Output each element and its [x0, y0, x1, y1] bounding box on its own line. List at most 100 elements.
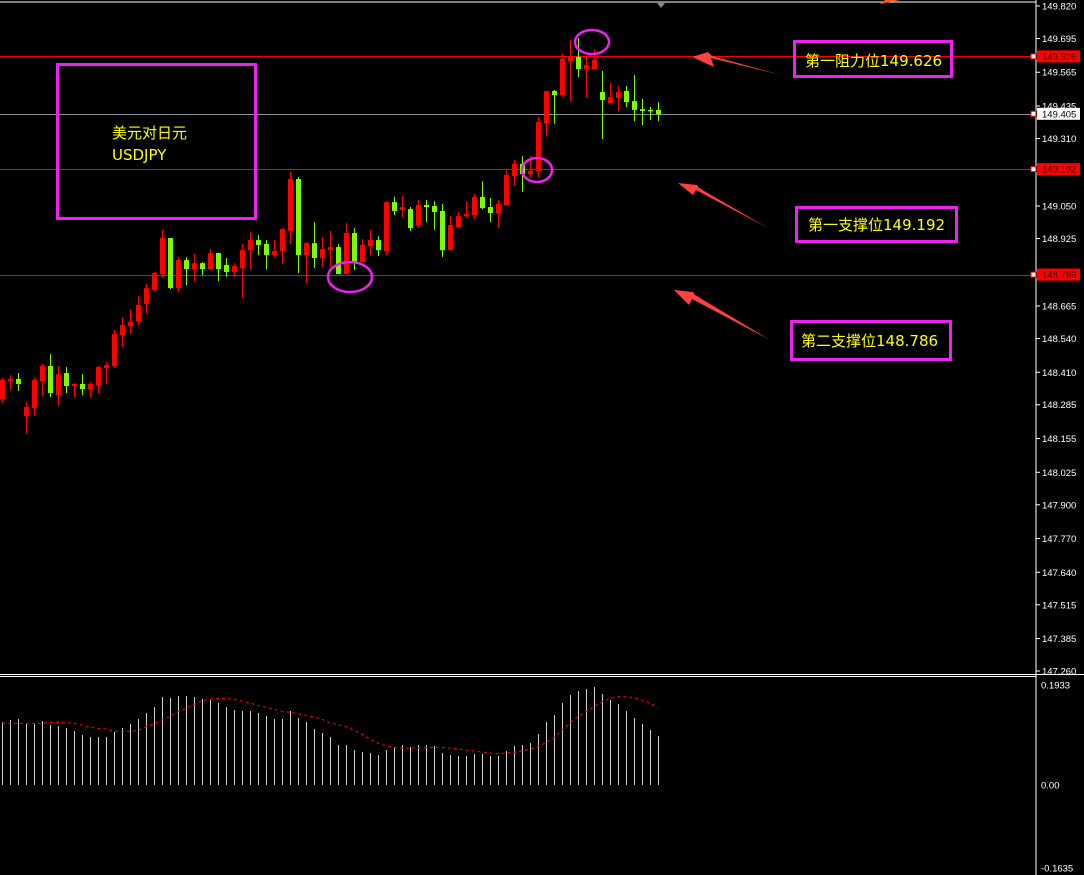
candle: [264, 240, 269, 270]
candle-body: [440, 210, 445, 251]
candle-body: [64, 373, 69, 387]
candle-body: [256, 240, 261, 245]
candle: [320, 236, 325, 268]
candle: [272, 240, 277, 257]
candle: [608, 83, 613, 104]
candle: [192, 254, 197, 283]
price-tick-label: 148.285: [1042, 400, 1076, 411]
arrow-resistance-1-icon: [692, 52, 781, 75]
candle: [104, 362, 109, 384]
candle-body: [280, 229, 285, 251]
highlight-high-ellipse: [573, 28, 611, 56]
candle-body: [536, 122, 541, 171]
level-price-label-0: 149.626: [1042, 52, 1076, 63]
candle-body: [240, 250, 245, 269]
candle-body: [376, 240, 381, 251]
candle-body: [408, 209, 413, 229]
candle: [16, 373, 21, 391]
candle: [88, 382, 93, 397]
current-price-label-handle[interactable]: [1030, 110, 1037, 117]
oscillator-tick-label: 0.1933: [1041, 681, 1070, 692]
price-tick-label: 148.925: [1042, 234, 1076, 245]
candle-body: [288, 179, 293, 231]
candle-body: [616, 91, 621, 98]
candle: [48, 354, 53, 397]
price-tick-label: 148.540: [1042, 334, 1076, 345]
candle-body: [576, 56, 581, 70]
candle: [168, 237, 173, 290]
candle-body: [192, 263, 197, 270]
candle: [152, 272, 157, 291]
level-price-label-0-handle[interactable]: [1030, 53, 1037, 60]
candle-body: [184, 260, 189, 270]
candle: [136, 296, 141, 325]
arrow-support-2-icon: [674, 290, 770, 340]
candle: [312, 222, 317, 269]
price-axis: 149.820 149.695 149.565 149.435 149.310 149.0…: [1030, 2, 1080, 678]
candle: [512, 160, 517, 187]
candle: [224, 257, 229, 277]
candle-body: [568, 56, 573, 62]
candle-body: [448, 224, 453, 251]
price-tick-label: 149.565: [1042, 68, 1076, 79]
support-1-label: 第一支撑位149.192: [808, 216, 945, 234]
candle: [432, 201, 437, 230]
candle: [544, 90, 549, 137]
candle: [576, 37, 581, 77]
oscillator-panel: 0.1933 0.00 -0.1635: [2, 681, 1073, 875]
candle: [408, 207, 413, 231]
highlight-support-1-ellipse: [520, 156, 554, 184]
candle: [240, 243, 245, 298]
candle-body: [400, 207, 405, 210]
candle-body: [648, 109, 653, 112]
price-tick-label: 147.640: [1042, 568, 1076, 579]
candle-body: [592, 60, 597, 70]
candle-body: [344, 233, 349, 275]
candle: [440, 203, 445, 257]
candle: [72, 383, 77, 397]
candle-body: [368, 240, 373, 247]
price-tick-label: 148.155: [1042, 434, 1076, 445]
candle: [160, 229, 165, 278]
candle: [232, 263, 237, 277]
symbol-name: USDJPY: [112, 146, 167, 164]
oscillator-tick-label: -0.1635: [1041, 864, 1073, 875]
price-tick-label: 147.385: [1042, 634, 1076, 645]
candle-body: [480, 196, 485, 209]
candle: [488, 197, 493, 223]
level-price-label-1-handle[interactable]: [1030, 166, 1037, 173]
scroll-marker-icon[interactable]: [657, 3, 665, 8]
candle-body: [384, 202, 389, 251]
candle: [632, 75, 637, 122]
candle: [496, 200, 501, 229]
support-2-label: 第二支撑位148.786: [801, 332, 938, 350]
candle: [32, 377, 37, 417]
candle-body: [136, 304, 141, 322]
candle-body: [640, 109, 645, 111]
candle: [456, 211, 461, 229]
candle: [0, 377, 5, 404]
candle: [384, 201, 389, 256]
candle: [600, 70, 605, 139]
candle-body: [104, 364, 109, 369]
candle-body: [168, 237, 173, 289]
candle-body: [200, 263, 205, 270]
price-tick-label: 148.410: [1042, 368, 1076, 379]
candle-body: [48, 366, 53, 394]
candle: [536, 116, 541, 178]
candle: [592, 49, 597, 70]
candle-body: [632, 101, 637, 110]
candle-body: [264, 243, 269, 256]
level-price-label-2-handle[interactable]: [1030, 271, 1037, 278]
candle-body: [352, 233, 357, 263]
resistance-1-label: 第一阻力位149.626: [805, 52, 942, 70]
candle-body: [72, 383, 77, 387]
candle: [656, 102, 661, 122]
candle: [416, 200, 421, 229]
candle: [584, 56, 589, 98]
candle: [304, 242, 309, 284]
candle: [176, 256, 181, 293]
price-tick-label: 149.695: [1042, 34, 1076, 45]
candle: [24, 402, 29, 434]
candle: [448, 216, 453, 251]
